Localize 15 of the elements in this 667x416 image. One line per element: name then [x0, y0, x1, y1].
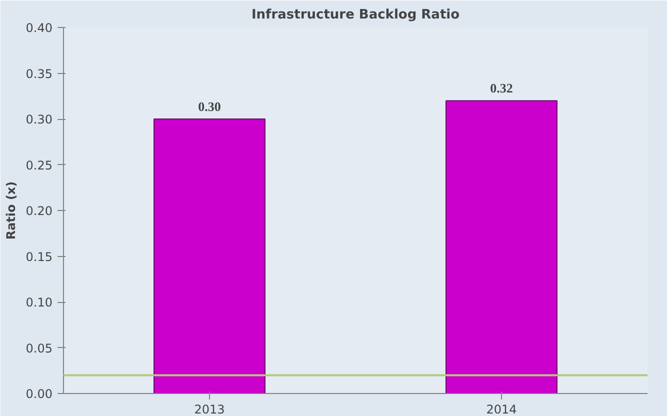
y-axis-title: Ratio (x) [4, 181, 18, 240]
y-tick-label: 0.35 [26, 66, 52, 81]
y-tick-label: 0.40 [26, 21, 52, 35]
x-tick-label: 2013 [194, 402, 225, 416]
y-tick-label: 0.20 [26, 204, 52, 218]
x-tick-label: 2014 [486, 402, 517, 416]
chart-title: Infrastructure Backlog Ratio [251, 8, 460, 22]
data-label: 0.32 [490, 80, 513, 96]
y-tick-label: 0.00 [26, 387, 52, 401]
data-label: 0.30 [198, 99, 221, 114]
y-tick-label: 0.10 [26, 296, 52, 310]
y-tick-label: 0.25 [26, 158, 52, 172]
y-tick-label: 0.15 [26, 250, 52, 264]
y-tick-label: 0.05 [26, 341, 52, 356]
y-tick-label: 0.30 [26, 112, 52, 126]
